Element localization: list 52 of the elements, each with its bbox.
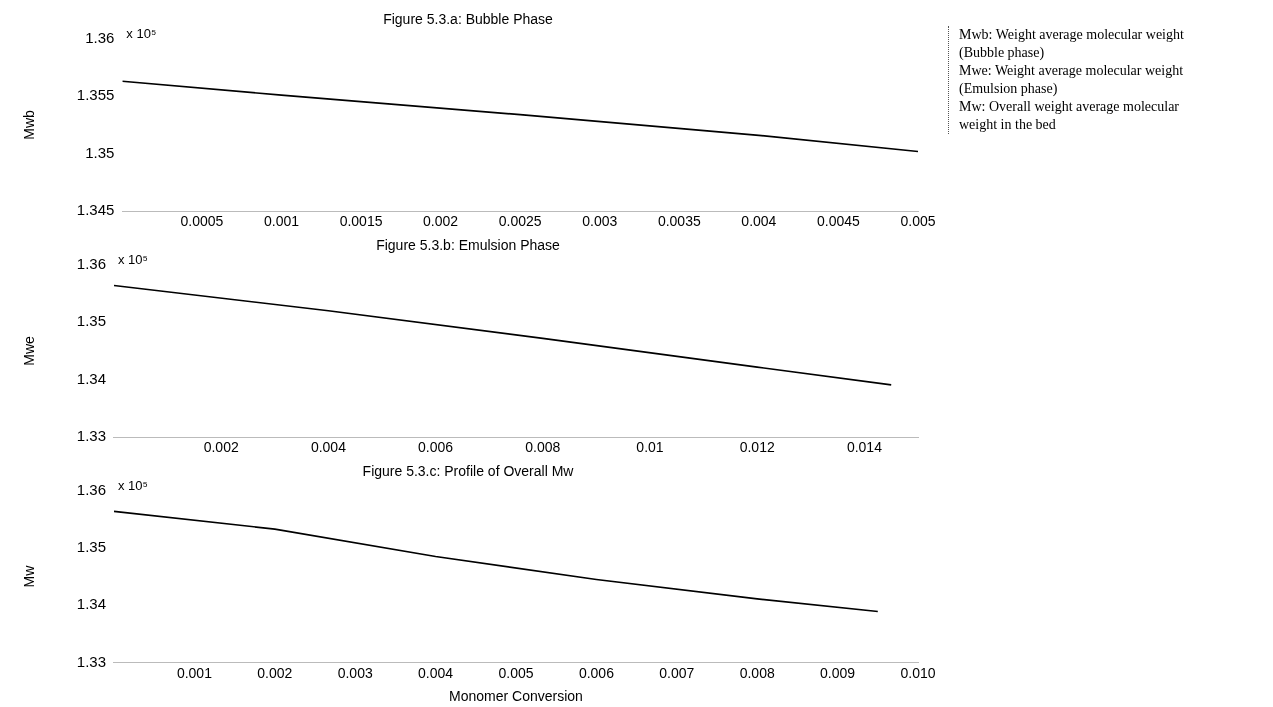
y-tick-label: 1.35 bbox=[85, 143, 115, 161]
x-tick-label: 0.0035 bbox=[657, 213, 701, 230]
y-tick-label: 1.34 bbox=[76, 369, 106, 387]
x-tick-label: 0.01 bbox=[636, 439, 664, 456]
y-axis-title: Mw bbox=[21, 564, 38, 588]
x-tick-label: 0.005 bbox=[498, 664, 534, 681]
x-tick-label: 0.008 bbox=[525, 439, 561, 456]
chart-title: Figure 5.3.a: Bubble Phase bbox=[383, 11, 554, 28]
y-tick-label: 1.355 bbox=[76, 86, 115, 104]
x-tick-label: 0.005 bbox=[900, 213, 936, 230]
annotation: x 10⁵ bbox=[117, 251, 148, 267]
x-tick-label: 0.002 bbox=[423, 213, 459, 230]
x-tick-label: 0.001 bbox=[176, 664, 213, 681]
y-axis-title: Mwe bbox=[21, 336, 38, 366]
x-tick-label: 0.008 bbox=[739, 664, 775, 681]
x-tick-label: 0.0015 bbox=[339, 213, 383, 230]
chart-title: Figure 5.3.c: Profile of Overall Mw bbox=[362, 463, 575, 480]
x-tick-label: 0.014 bbox=[846, 439, 883, 456]
x-tick-label: 0.004 bbox=[741, 213, 777, 230]
y-tick-label: 1.33 bbox=[76, 652, 106, 670]
x-tick-label: 0.0025 bbox=[498, 213, 542, 230]
x-tick-label: 0.0005 bbox=[180, 213, 224, 230]
x-tick-label: 0.007 bbox=[659, 664, 695, 681]
x-tick-label: 0.002 bbox=[203, 439, 239, 456]
annotation: x 10⁵ bbox=[126, 25, 157, 41]
text: Mwe: Weight average molecular weight (Emulsion phase) bbox=[959, 62, 1185, 98]
y-tick-label: 1.36 bbox=[76, 480, 106, 498]
x-tick-label: 0.006 bbox=[418, 439, 454, 456]
y-tick-label: 1.35 bbox=[76, 312, 106, 330]
x-tick-label: 0.004 bbox=[310, 439, 347, 456]
x-axis-title: Monomer Conversion bbox=[449, 688, 583, 705]
x-tick-label: 0.0045 bbox=[817, 213, 861, 230]
y-tick-label: 1.36 bbox=[85, 28, 115, 46]
y-tick-label: 1.34 bbox=[76, 595, 106, 613]
x-tick-label: 0.012 bbox=[739, 439, 775, 456]
text: Mwb: Weight average molecular weight (Bubble phase) bbox=[959, 26, 1185, 62]
chart-title: Figure 5.3.b: Emulsion Phase bbox=[376, 237, 561, 254]
annotation: x 10⁵ bbox=[117, 477, 148, 493]
text: Mw: Overall weight average molecular weight in the bed bbox=[959, 98, 1181, 134]
x-tick-label: 0.003 bbox=[337, 664, 373, 681]
x-tick-label: 0.006 bbox=[578, 664, 615, 681]
x-tick-label: 0.004 bbox=[418, 664, 454, 681]
x-tick-label: 0.009 bbox=[820, 664, 856, 681]
y-tick-label: 1.345 bbox=[76, 201, 115, 219]
x-tick-label: 0.002 bbox=[257, 664, 293, 681]
y-tick-label: 1.35 bbox=[76, 538, 106, 556]
x-tick-label: 0.010 bbox=[900, 664, 936, 681]
x-tick-label: 0.001 bbox=[263, 213, 300, 230]
x-tick-label: 0.003 bbox=[582, 213, 618, 230]
y-tick-label: 1.36 bbox=[76, 254, 106, 272]
y-axis-title: Mwb bbox=[21, 110, 38, 140]
y-tick-label: 1.33 bbox=[76, 427, 106, 445]
